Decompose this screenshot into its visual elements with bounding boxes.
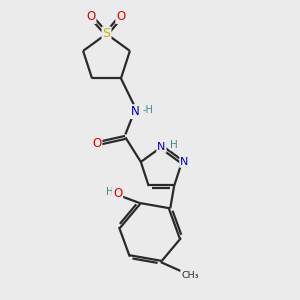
Text: S: S xyxy=(103,27,110,40)
Text: O: O xyxy=(86,10,95,23)
Text: O: O xyxy=(92,137,101,150)
Text: H: H xyxy=(106,188,114,197)
Text: O: O xyxy=(113,188,122,200)
Text: -H: -H xyxy=(142,105,153,115)
Text: N: N xyxy=(130,105,140,118)
Text: H: H xyxy=(170,140,178,150)
Text: N: N xyxy=(180,157,188,167)
Text: O: O xyxy=(116,10,125,23)
Text: N: N xyxy=(157,142,166,152)
Text: CH₃: CH₃ xyxy=(181,271,199,280)
